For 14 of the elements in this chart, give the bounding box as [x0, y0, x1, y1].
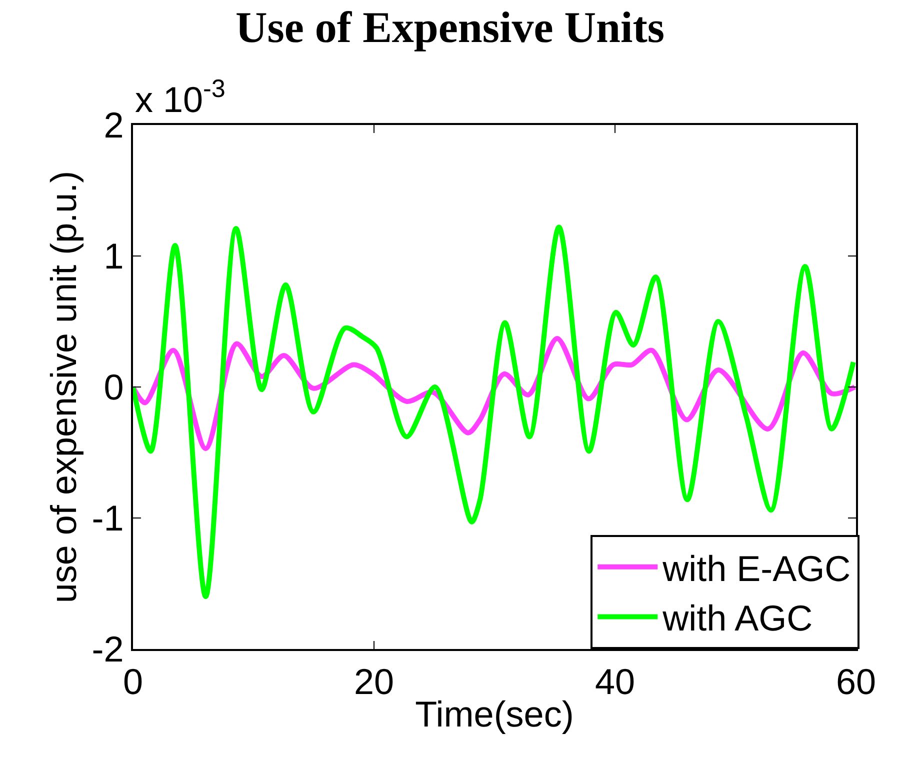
text: x 10$^{-3}$	[135, 75, 226, 120]
y-axis-title: use of expensive unit (p.u.)	[43, 170, 84, 604]
x-axis-title: Time(sec)	[415, 693, 574, 734]
legend-label: with E-AGC	[662, 548, 851, 589]
y-tick-label: 2	[104, 104, 124, 146]
x-tick-label: 60	[836, 661, 876, 702]
y-tick-label: -2	[92, 628, 124, 670]
y-tick-label: -1	[92, 498, 124, 539]
y-tick-label: 1	[104, 236, 124, 277]
x-tick-label: 20	[354, 661, 394, 702]
chart-title: Use of Expensive Units	[235, 3, 665, 52]
legend-label: with AGC	[662, 598, 813, 639]
y-tick-label: 0	[104, 366, 124, 408]
x-tick-label: 40	[594, 661, 636, 702]
